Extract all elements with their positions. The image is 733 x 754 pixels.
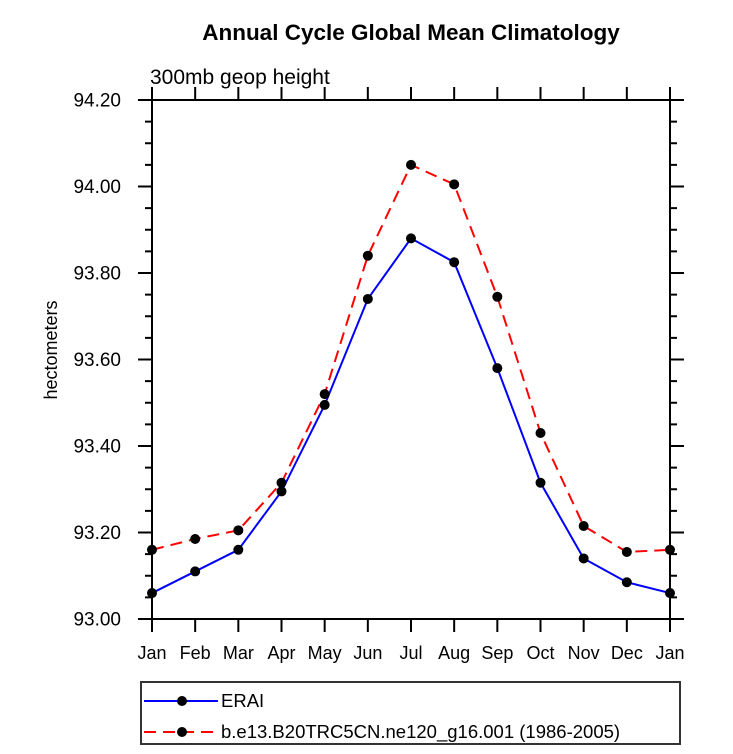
- series-line-0: [151, 237, 671, 595]
- data-point-marker-s1: [621, 546, 632, 557]
- data-point-marker-s0: [578, 553, 589, 564]
- y-tick-label: 93.80: [73, 264, 121, 285]
- legend-entry-model: b.e13.B20TRC5CN.ne120_g16.001 (1986-2005…: [143, 721, 620, 743]
- legend-label-model: b.e13.B20TRC5CN.ne120_g16.001 (1986-2005…: [221, 721, 621, 742]
- data-point-marker-s0: [319, 399, 330, 410]
- data-point-marker-s1: [578, 521, 589, 532]
- data-point-marker-s1: [665, 544, 675, 555]
- x-tick-label: Nov: [568, 643, 600, 663]
- y-tick-label: 93.00: [73, 610, 121, 631]
- data-point-marker-s0: [233, 544, 244, 555]
- y-tick-label: 94.20: [73, 91, 121, 112]
- data-point-marker-s1: [492, 291, 503, 302]
- data-point-marker-s1: [276, 477, 287, 488]
- data-point-marker-s0: [665, 588, 675, 599]
- data-point-marker-s1: [449, 179, 460, 190]
- x-tick-label: Apr: [267, 643, 295, 663]
- chart-title: Annual Cycle Global Mean Climatology: [202, 20, 620, 45]
- plot-frame: [151, 99, 671, 620]
- x-tick-label: Jun: [353, 643, 382, 663]
- x-tick-label: May: [308, 643, 342, 663]
- data-point-marker-s0: [362, 293, 373, 304]
- data-point-marker-s0: [190, 566, 201, 577]
- erai-line-sample: [144, 696, 218, 706]
- chart-subtitle: 300mb geop height: [150, 66, 330, 89]
- data-point-marker-s0: [449, 257, 460, 268]
- y-tick-label: 94.00: [73, 177, 121, 198]
- legend-entry-erai: ERAI: [143, 690, 264, 712]
- data-point-marker-s1: [190, 533, 201, 544]
- data-point-marker-s0: [535, 477, 546, 488]
- y-tick-label: 93.20: [73, 523, 121, 544]
- y-tick-label: 93.40: [73, 437, 121, 458]
- data-point-marker-s0: [147, 588, 157, 599]
- model-line-sample: [144, 727, 218, 737]
- y-tick-label: 93.60: [73, 350, 121, 371]
- data-point-marker-s1: [406, 159, 416, 170]
- x-tick-label: Jul: [399, 643, 422, 663]
- data-point-marker-s0: [492, 363, 503, 374]
- x-tick-label: Feb: [180, 643, 211, 663]
- data-point-marker-s1: [535, 428, 546, 439]
- x-tick-label: Jan: [655, 643, 684, 663]
- x-tick-label: Sep: [481, 643, 513, 663]
- series-line-1: [151, 163, 671, 553]
- data-point-marker-s1: [319, 389, 330, 400]
- legend-marker-1: [177, 727, 187, 737]
- x-tick-label: Aug: [438, 643, 470, 663]
- data-point-marker-s1: [147, 544, 157, 555]
- x-tick-label: Jan: [137, 643, 166, 663]
- data-point-marker-s1: [233, 525, 244, 536]
- legend: ERAI b.e13.B20TRC5CN.ne120_g16.001 (1986…: [140, 681, 681, 745]
- x-tick-label: Dec: [611, 643, 643, 663]
- data-point-marker-s0: [406, 233, 416, 244]
- data-point-marker-s1: [362, 250, 373, 261]
- data-point-marker-s0: [276, 486, 287, 497]
- x-tick-label: Mar: [223, 643, 254, 663]
- legend-label-erai: ERAI: [221, 690, 265, 711]
- x-tick-label: Oct: [526, 643, 554, 663]
- legend-marker-0: [177, 696, 187, 706]
- data-point-marker-s0: [621, 577, 632, 588]
